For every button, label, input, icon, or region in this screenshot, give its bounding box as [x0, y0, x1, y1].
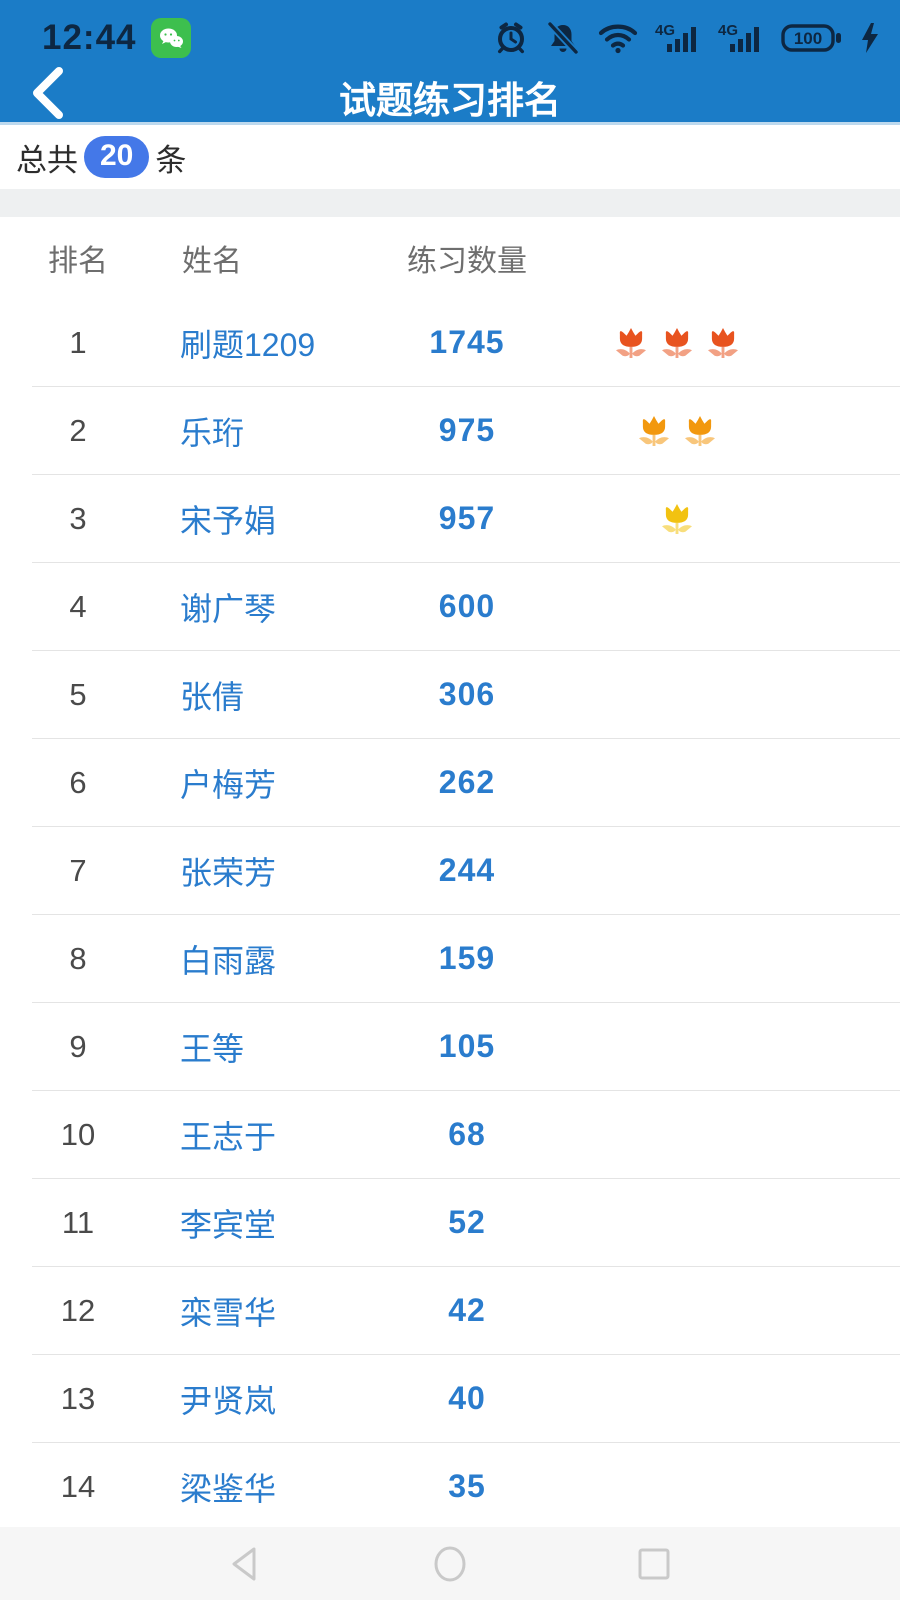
table-row[interactable]: 5 张倩 306 — [32, 651, 900, 739]
name-cell: 张倩 — [180, 678, 245, 715]
total-prefix-label: 总共 — [16, 142, 78, 178]
rank-cell: 13 — [60, 1380, 96, 1416]
alarm-icon — [498, 22, 524, 54]
rank-cell: 14 — [60, 1468, 96, 1504]
flower-icon — [685, 415, 715, 446]
flowers-cell — [574, 323, 900, 363]
count-cell: 159 — [438, 940, 496, 976]
app-bar: 12:44 — [0, 0, 900, 125]
table-row[interactable]: 1 刷题1209 1745 — [32, 299, 900, 387]
count-cell: 68 — [448, 1116, 486, 1152]
table-row[interactable]: 13 尹贤岚 40 — [32, 1355, 900, 1443]
signal-4g-icon: 4G — [718, 22, 759, 52]
count-cell: 244 — [438, 852, 496, 888]
page-title: 试题练习排名 — [339, 80, 561, 121]
rank-cell: 8 — [69, 940, 87, 976]
name-cell: 王等 — [180, 1030, 245, 1067]
count-cell: 40 — [448, 1380, 486, 1416]
rank-cell: 9 — [69, 1028, 87, 1064]
android-nav-bar — [0, 1527, 900, 1600]
signal-4g-icon: 4G — [655, 22, 696, 52]
wechat-icon — [150, 18, 191, 58]
rank-cell: 2 — [69, 412, 87, 448]
name-cell: 王志于 — [180, 1118, 277, 1155]
rank-cell: 12 — [60, 1292, 96, 1328]
table-row[interactable]: 2 乐珩 975 — [32, 387, 900, 475]
rank-cell: 4 — [69, 588, 87, 624]
rank-cell: 5 — [69, 676, 87, 712]
count-cell: 957 — [438, 500, 496, 536]
name-cell: 白雨露 — [180, 942, 277, 979]
table-row[interactable]: 6 户梅芳 262 — [32, 739, 900, 827]
count-cell: 306 — [438, 676, 496, 712]
table-row[interactable]: 11 李宾堂 52 — [32, 1179, 900, 1267]
flower-icon — [708, 327, 738, 358]
name-cell: 谢广琴 — [180, 590, 277, 627]
name-cell: 尹贤岚 — [180, 1382, 277, 1419]
mute-icon — [547, 21, 579, 55]
flower-icon — [639, 415, 669, 446]
name-cell: 张荣芳 — [180, 854, 277, 891]
count-cell: 42 — [448, 1292, 486, 1328]
name-cell: 栾雪华 — [180, 1294, 277, 1331]
wifi-icon — [598, 24, 638, 54]
ranking-table: 排名 姓名 练习数量 1 刷题1209 1745 2 乐珩 975 3 宋予娟 … — [0, 217, 900, 1531]
nav-back-icon[interactable] — [222, 1540, 270, 1588]
table-row[interactable]: 9 王等 105 — [32, 1003, 900, 1091]
battery-icon: 100 — [781, 24, 841, 52]
status-bar: 12:44 — [0, 0, 900, 62]
name-cell: 乐珩 — [180, 414, 245, 451]
total-count-bar: 总共 20 条 — [0, 125, 900, 189]
clock-time: 12:44 — [42, 18, 137, 57]
ranking-rows: 1 刷题1209 1745 2 乐珩 975 3 宋予娟 957 4 谢广琴 6… — [0, 299, 900, 1531]
charging-icon — [862, 23, 878, 53]
rank-cell: 10 — [60, 1116, 96, 1152]
count-cell: 262 — [438, 764, 496, 800]
name-cell: 户梅芳 — [180, 766, 277, 803]
back-button[interactable] — [26, 64, 70, 122]
svg-text:4G: 4G — [718, 22, 738, 39]
table-row[interactable]: 3 宋予娟 957 — [32, 475, 900, 563]
svg-text:100: 100 — [794, 29, 822, 48]
flowers-cell — [574, 411, 900, 451]
table-row[interactable]: 10 王志于 68 — [32, 1091, 900, 1179]
nav-home-icon[interactable] — [426, 1540, 474, 1588]
svg-text:4G: 4G — [655, 22, 675, 39]
name-cell: 李宾堂 — [180, 1206, 277, 1243]
table-row[interactable]: 4 谢广琴 600 — [32, 563, 900, 651]
flower-icon — [662, 327, 692, 358]
count-cell: 1745 — [429, 324, 505, 360]
column-header-count: 练习数量 — [407, 245, 527, 278]
total-suffix-label: 条 — [155, 142, 187, 178]
rank-cell: 11 — [61, 1204, 95, 1240]
count-cell: 600 — [438, 588, 496, 624]
nav-recents-icon[interactable] — [630, 1540, 678, 1588]
rank-cell: 3 — [69, 500, 87, 536]
section-divider — [0, 189, 900, 217]
column-header-rank: 排名 — [48, 245, 108, 278]
table-row[interactable]: 12 栾雪华 42 — [32, 1267, 900, 1355]
flower-icon — [616, 327, 646, 358]
column-header-name: 姓名 — [182, 245, 242, 278]
name-cell: 刷题1209 — [180, 326, 316, 363]
count-cell: 52 — [448, 1204, 486, 1240]
flowers-cell — [574, 499, 900, 539]
flower-icon — [662, 503, 692, 534]
count-cell: 35 — [448, 1468, 486, 1504]
rank-cell: 6 — [69, 764, 87, 800]
rank-cell: 7 — [69, 852, 87, 888]
table-header-row: 排名 姓名 练习数量 — [32, 217, 900, 299]
name-cell: 梁鉴华 — [180, 1470, 277, 1507]
table-row[interactable]: 8 白雨露 159 — [32, 915, 900, 1003]
table-row[interactable]: 14 梁鉴华 35 — [32, 1443, 900, 1531]
table-row[interactable]: 7 张荣芳 244 — [32, 827, 900, 915]
count-cell: 105 — [438, 1028, 496, 1064]
count-cell: 975 — [438, 412, 496, 448]
rank-cell: 1 — [69, 324, 87, 360]
name-cell: 宋予娟 — [180, 502, 277, 539]
total-count-badge: 20 — [84, 136, 150, 178]
